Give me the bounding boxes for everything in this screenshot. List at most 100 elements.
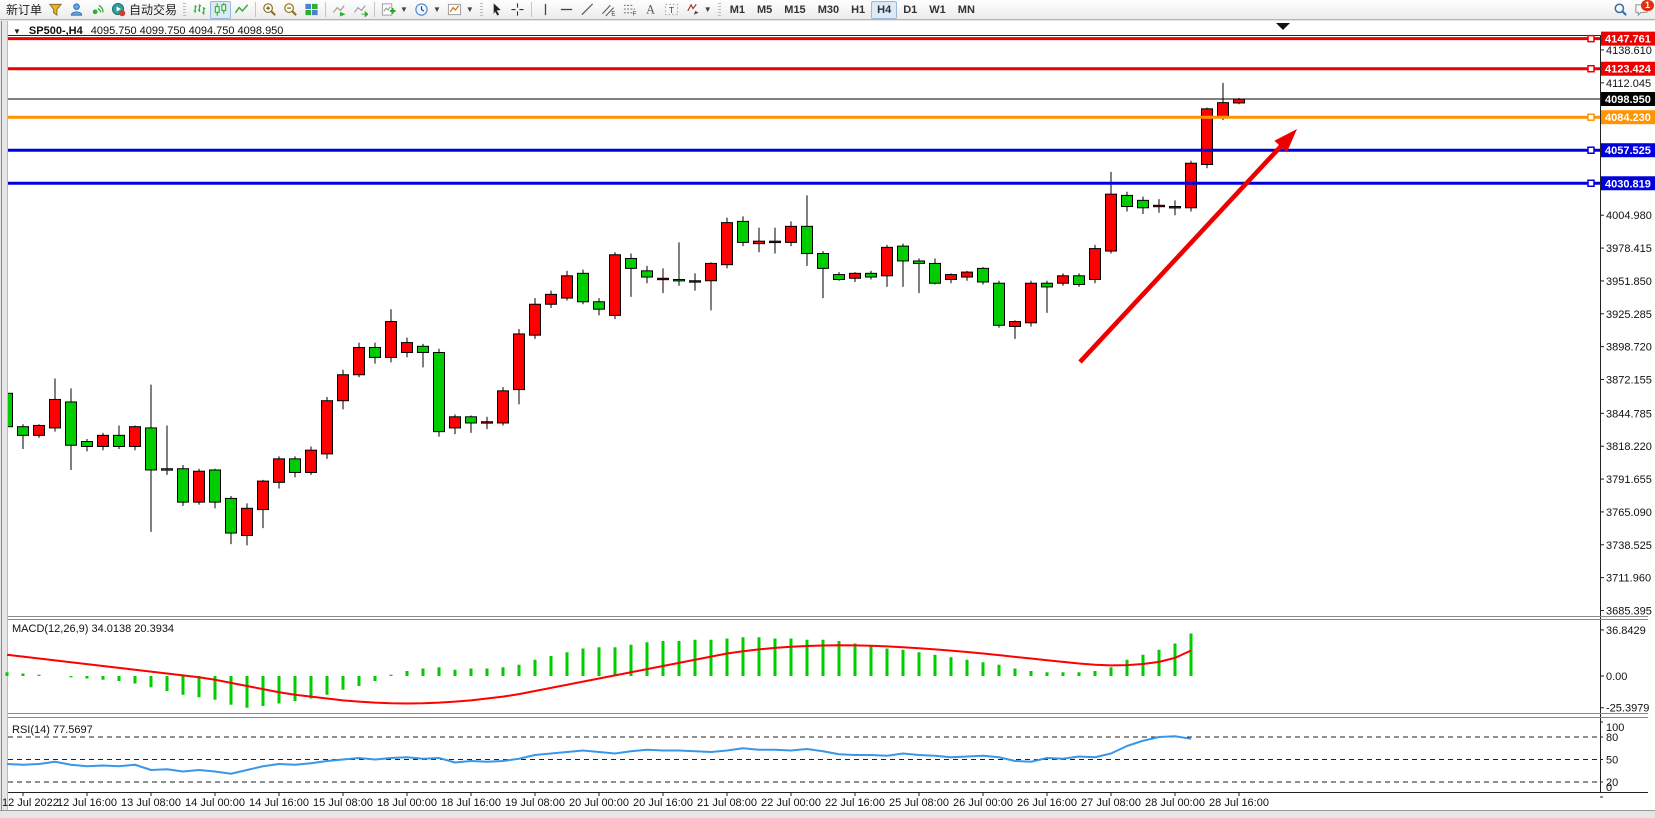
tf-m15-button[interactable]: M15: [778, 1, 811, 19]
horizontal-line-object[interactable]: 4030.819: [8, 176, 1655, 191]
candle: [1057, 273, 1069, 286]
candles-icon: [214, 2, 227, 16]
navigator-icon-button[interactable]: [45, 1, 66, 19]
price-tick-label: 3791.655: [1606, 474, 1652, 486]
svg-text:F: F: [633, 11, 637, 17]
periods-dropdown[interactable]: ▼: [411, 1, 444, 19]
signals-icon-button[interactable]: [87, 1, 108, 19]
horizontal-line-object[interactable]: 4123.424: [8, 61, 1655, 76]
candle: [417, 343, 429, 368]
horizontal-line-object[interactable]: 4147.761: [8, 31, 1655, 46]
vline-icon: [544, 3, 546, 16]
arrows-dropdown[interactable]: ▼: [682, 1, 715, 19]
tf-mn-button[interactable]: MN: [952, 1, 981, 19]
fibo-icon: F: [623, 4, 637, 17]
new-chart-dropdown[interactable]: ▼: [378, 1, 411, 19]
toolbar-separator: [530, 2, 532, 17]
candle: [8, 392, 13, 428]
vertical-line-button[interactable]: [535, 1, 556, 19]
notification-badge: 1: [1640, 0, 1654, 11]
chevron-down-icon: ▼: [703, 5, 712, 14]
price-axis[interactable]: 4138.610 4112.045 4004.980 3978.415 3951.850…: [1600, 45, 1652, 618]
candle: [481, 416, 493, 430]
candle: [1041, 280, 1053, 313]
text-button[interactable]: A: [640, 1, 661, 19]
trend-arrow-object[interactable]: [1078, 129, 1297, 364]
channel-button[interactable]: E: [598, 1, 619, 19]
candle: [369, 342, 381, 364]
search-button[interactable]: [1610, 1, 1631, 19]
trendline-button[interactable]: [577, 1, 598, 19]
price-tick-label: 3818.220: [1606, 441, 1652, 453]
tf-w1-button[interactable]: W1: [923, 1, 952, 19]
labelT-icon: T: [664, 3, 678, 16]
macd-signal-line: [6, 644, 1192, 705]
bar-chart-button[interactable]: [189, 1, 210, 19]
chart-shift-button[interactable]: [350, 1, 371, 19]
candle: [641, 265, 653, 284]
tf-h1-button[interactable]: H1: [845, 1, 871, 19]
price-badge: [1601, 176, 1655, 191]
rsi-line: [6, 735, 1192, 775]
line-icon: [234, 4, 249, 14]
rsi-label: RSI(14) 77.5697: [12, 724, 93, 736]
svg-text:A: A: [646, 3, 655, 17]
autotrade-button[interactable]: 自动交易: [108, 1, 180, 19]
toolbar: 新订单 自动交易 ▼ ▼ ▼ E F A T ▼ M1 M5 M15 M30 H1 H4 D1 W1 MN 1: [0, 0, 1655, 20]
chat-button[interactable]: 1: [1631, 0, 1654, 19]
candle: [305, 446, 317, 475]
candle: [81, 439, 93, 452]
tf-m5-button[interactable]: M5: [751, 1, 778, 19]
tf-m15-button-label: M15: [784, 3, 806, 16]
price-badge-label: 4147.761: [1605, 34, 1651, 46]
clock-icon: [415, 3, 428, 16]
candlestick-series: [8, 82, 1245, 546]
candle: [737, 216, 749, 247]
line-chart-button[interactable]: [231, 1, 252, 19]
new-order-button[interactable]: 新订单: [3, 1, 45, 19]
zoom-out-button[interactable]: [280, 1, 301, 19]
candle: [193, 468, 205, 505]
price-tick-label: 4004.980: [1606, 210, 1652, 222]
svg-text:T: T: [669, 5, 674, 15]
horizontal-line-button[interactable]: [556, 1, 577, 19]
tf-m30-button[interactable]: M30: [812, 1, 845, 19]
time-tick-label: 18 Jul 16:00: [441, 797, 501, 809]
candle: [337, 369, 349, 410]
cursor-button[interactable]: [486, 1, 507, 19]
horizontal-line-object[interactable]: 4084.230: [8, 110, 1655, 125]
templates-dropdown[interactable]: ▼: [444, 1, 477, 19]
candle: [625, 253, 637, 297]
fibonacci-button[interactable]: F: [619, 1, 640, 19]
candle: [945, 273, 957, 284]
toolbar-separator: [325, 2, 327, 17]
candle-chart-button[interactable]: [210, 0, 232, 19]
zoom-in-button[interactable]: [259, 1, 280, 19]
candle: [1073, 273, 1085, 287]
candle: [161, 425, 173, 475]
tf-d1-button[interactable]: D1: [897, 1, 923, 19]
time-tick-label: 14 Jul 16:00: [249, 797, 309, 809]
community-icon-button[interactable]: [66, 1, 87, 19]
rsi-scale-label: 80: [1606, 732, 1618, 744]
horizontal-line-objects[interactable]: 4147.761 4123.424 4098.950 4084.230 4057.525…: [8, 31, 1655, 191]
auto-scroll-button[interactable]: [329, 1, 350, 19]
chevron-down-icon: ▼: [432, 5, 441, 14]
toolbar-separator: [183, 2, 187, 17]
tf-h1-button-label: H1: [851, 3, 866, 16]
bars-icon: [193, 4, 206, 15]
label-button[interactable]: T: [661, 1, 682, 19]
tf-h4-button[interactable]: H4: [871, 0, 898, 19]
chart-menu-icon[interactable]: ▼: [13, 26, 21, 36]
new-order-button-label: 新订单: [6, 3, 43, 17]
crosshair-button[interactable]: [507, 1, 528, 19]
horizontal-line-object[interactable]: 4057.525: [8, 143, 1655, 158]
tf-m1-button[interactable]: M1: [724, 1, 751, 19]
candle: [1009, 320, 1021, 339]
tile-windows-button[interactable]: [301, 1, 322, 19]
rsi-scale-label: 20: [1606, 777, 1618, 789]
candle: [33, 424, 45, 438]
price-badge: [1601, 92, 1655, 106]
